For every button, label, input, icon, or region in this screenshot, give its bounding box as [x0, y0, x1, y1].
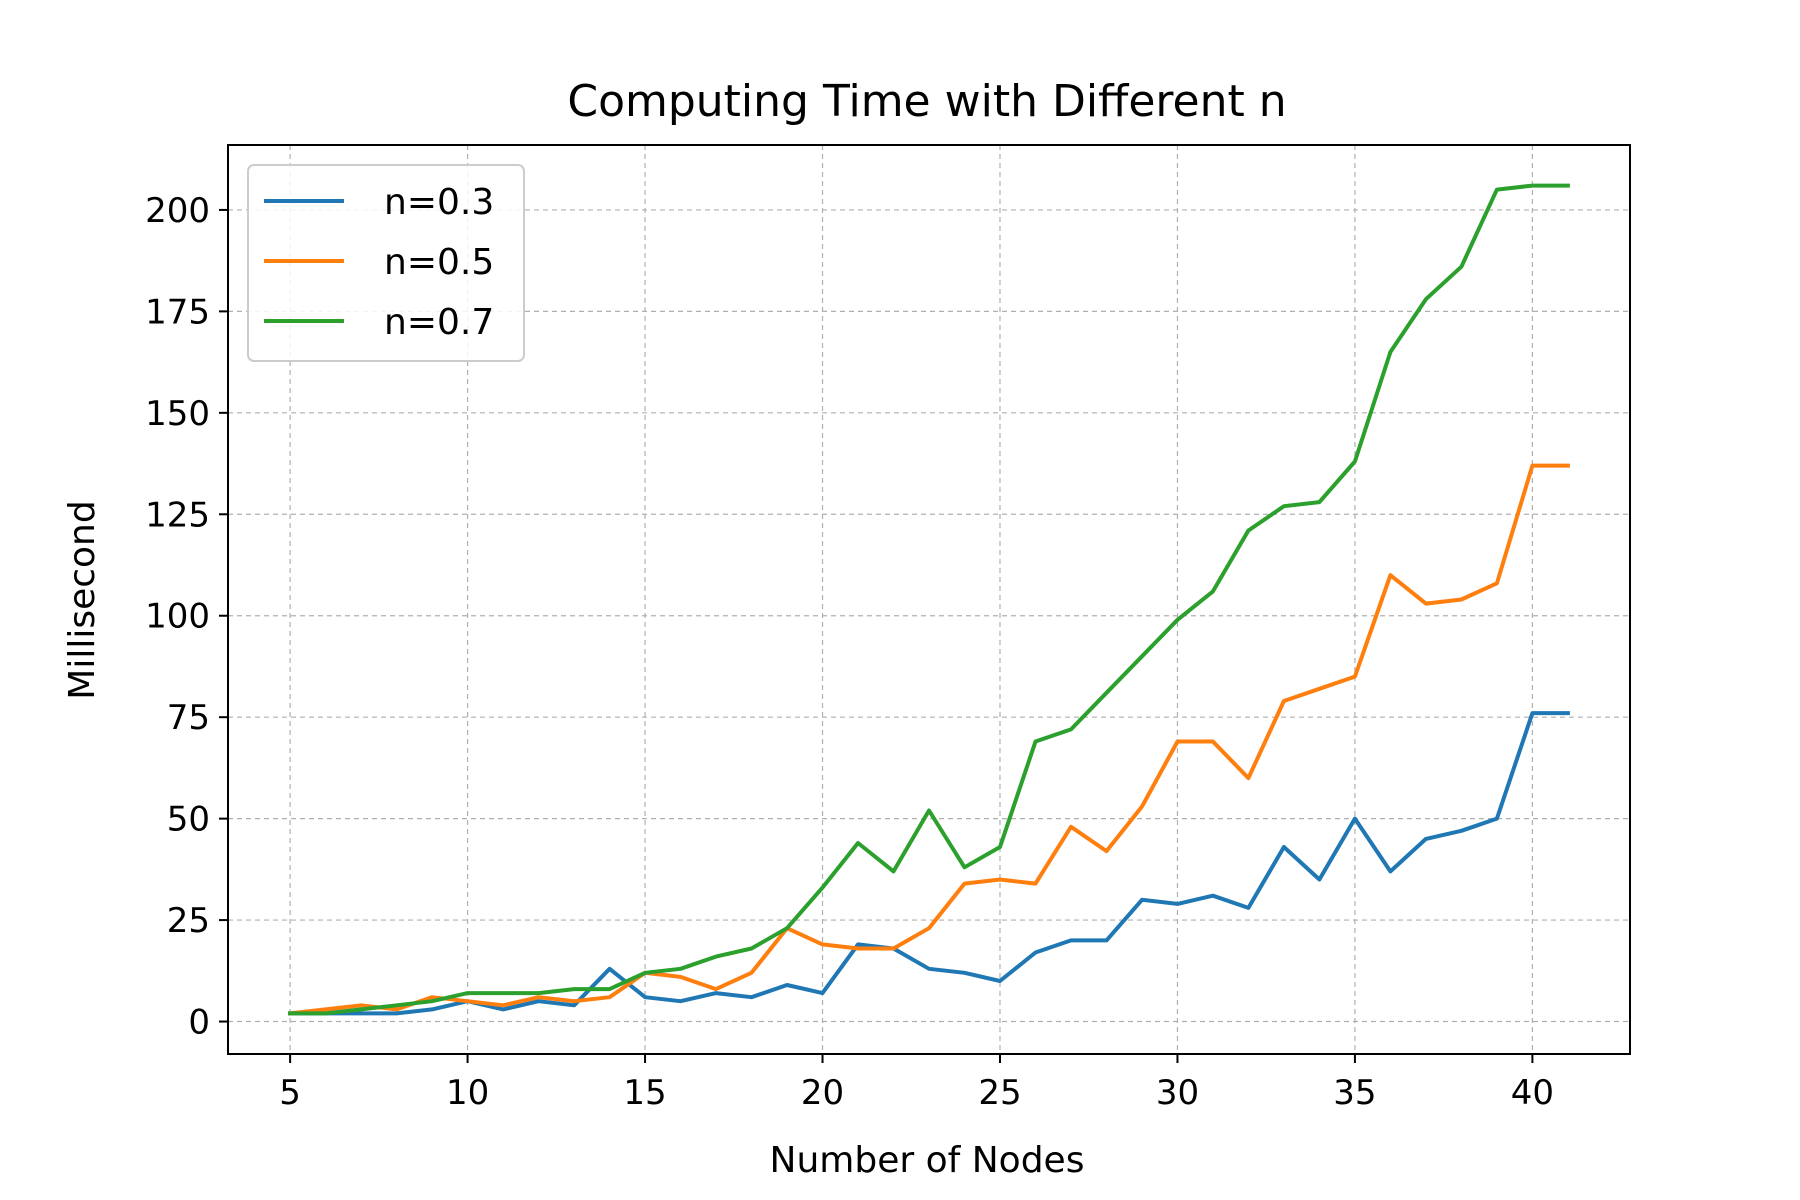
x-axis: 5 10 15 20 25 30 35 40	[279, 1054, 1554, 1113]
series-line-n-0-7	[288, 183, 1570, 1016]
y-tick-label: 75	[167, 698, 210, 738]
x-tick-label: 10	[446, 1073, 489, 1113]
x-tick-label: 5	[279, 1073, 301, 1113]
legend-label: n=0.7	[384, 302, 494, 343]
legend: n=0.3 n=0.5 n=0.7	[247, 164, 525, 362]
legend-box	[247, 164, 525, 362]
y-tick-label: 50	[167, 800, 210, 840]
y-tick-label: 100	[145, 597, 210, 637]
plot-frame	[227, 144, 1631, 1055]
x-tick-label: 20	[801, 1073, 844, 1113]
x-tick-label: 35	[1333, 1073, 1376, 1113]
series-line-n-0-3	[288, 711, 1570, 1016]
grid-lines	[228, 145, 1630, 1054]
y-axis-label: Millisecond	[62, 500, 103, 699]
x-axis-label: Number of Nodes	[770, 1140, 1085, 1181]
y-tick-label: 175	[145, 292, 210, 332]
x-tick-label: 15	[623, 1073, 666, 1113]
series-layer	[287, 183, 1570, 1016]
x-tick-label: 30	[1156, 1073, 1199, 1113]
y-tick-label: 150	[145, 394, 210, 434]
legend-label: n=0.5	[384, 242, 494, 283]
y-axis: 0 25 50 75 100 125 150 175 200	[145, 191, 228, 1043]
legend-label: n=0.3	[384, 182, 494, 223]
y-tick-label: 0	[188, 1003, 210, 1043]
y-tick-label: 200	[145, 191, 210, 231]
y-tick-label: 125	[145, 495, 210, 535]
x-tick-label: 25	[978, 1073, 1021, 1113]
series-line-n-0-5	[287, 463, 1570, 1016]
x-tick-label: 40	[1511, 1073, 1554, 1113]
y-tick-label: 25	[167, 901, 210, 941]
chart-title: Computing Time with Different n	[567, 76, 1286, 127]
